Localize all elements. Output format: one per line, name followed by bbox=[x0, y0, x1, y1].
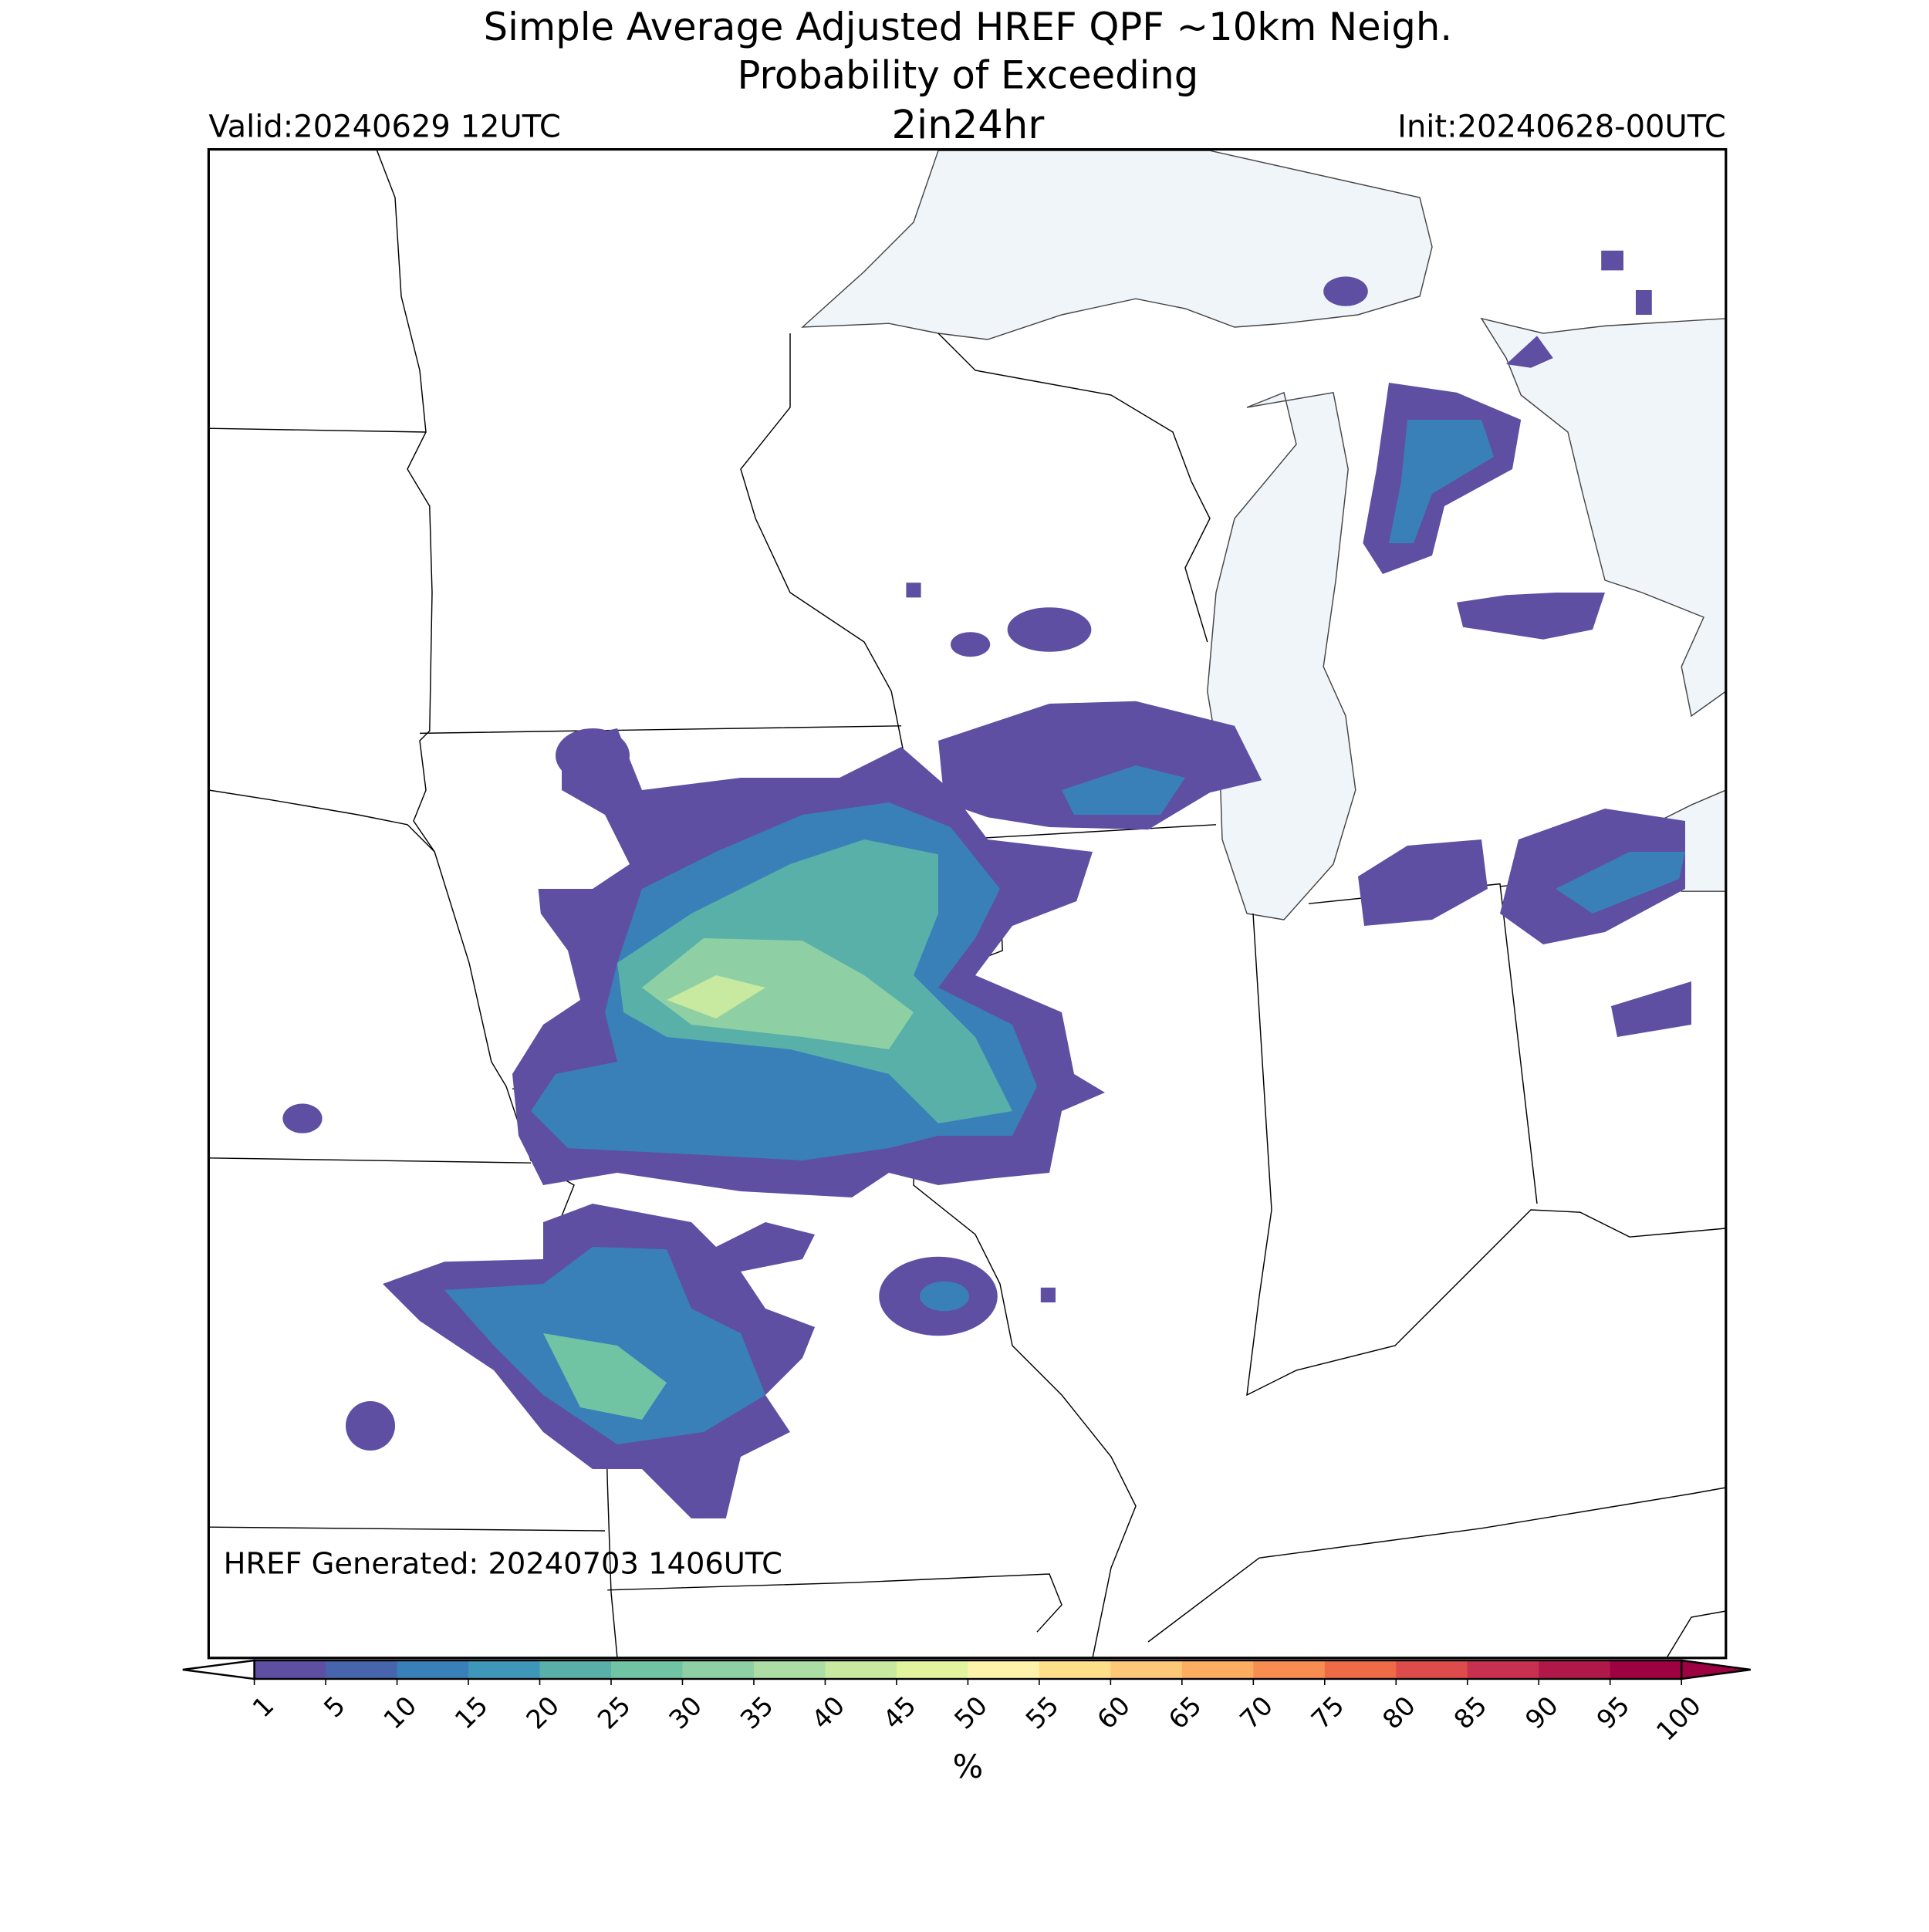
colorbar-bin bbox=[611, 1660, 684, 1679]
subtitle: Probability of Exceeding bbox=[738, 52, 1199, 97]
colorbar-bin bbox=[1039, 1660, 1112, 1679]
colorbar-tick-label: 80 bbox=[1377, 1690, 1421, 1735]
colorbar-tick-label: 40 bbox=[806, 1690, 850, 1735]
colorbar-label: % bbox=[953, 1748, 984, 1785]
map-frame bbox=[207, 148, 1728, 1660]
colorbar-bin bbox=[753, 1660, 826, 1679]
map bbox=[208, 149, 1726, 1658]
borders bbox=[208, 149, 1726, 1658]
colorbar: 1 5 10 15 20 25 30 35 40 45 50 55 60 65 70 75 80 85 90 95 10… bbox=[182, 1659, 1751, 1747]
valid-time: Valid:20240629 12UTC bbox=[208, 109, 560, 144]
colorbar-bin bbox=[539, 1660, 612, 1679]
colorbar-tick-label: 100 bbox=[1650, 1690, 1707, 1747]
init-time: Init:20240628-00UTC bbox=[1397, 109, 1726, 144]
colorbar-tick-label: 1 bbox=[247, 1690, 280, 1724]
colorbar-bin bbox=[468, 1660, 541, 1679]
colorbar-bin bbox=[397, 1660, 469, 1679]
colorbar-tick-label: 70 bbox=[1234, 1690, 1279, 1735]
colorbar-tick-label: 20 bbox=[521, 1690, 566, 1735]
colorbar-over bbox=[1681, 1659, 1751, 1680]
colorbar-tick-label: 30 bbox=[663, 1690, 708, 1735]
colorbar-tick-label: 50 bbox=[948, 1690, 993, 1735]
colorbar-under bbox=[182, 1659, 255, 1680]
colorbar-bin bbox=[1110, 1660, 1183, 1679]
colorbar-tick-label: 45 bbox=[877, 1690, 922, 1735]
colorbar-bin bbox=[1467, 1660, 1540, 1679]
colorbar-bin bbox=[1396, 1660, 1468, 1679]
colorbar-tick-label: 10 bbox=[378, 1690, 423, 1735]
colorbar-bin bbox=[825, 1660, 897, 1679]
probability-field bbox=[282, 250, 1691, 1518]
generated-time: HREF Generated: 20240703 1406UTC bbox=[224, 1546, 782, 1581]
colorbar-tick-label: 85 bbox=[1448, 1690, 1493, 1735]
colorbar-tick-label: 75 bbox=[1306, 1690, 1350, 1735]
colorbar-bin bbox=[326, 1660, 398, 1679]
colorbar-tick-label: 35 bbox=[735, 1690, 779, 1735]
title: Simple Average Adjusted HREF QPF ~10km N… bbox=[484, 5, 1452, 49]
colorbar-bin bbox=[896, 1660, 969, 1679]
colorbar-tick-label: 15 bbox=[449, 1690, 494, 1735]
colorbar-bin bbox=[254, 1660, 326, 1679]
threshold: 2in24hr bbox=[891, 102, 1045, 148]
colorbar-tick-label: 5 bbox=[318, 1690, 351, 1724]
colorbar-bin bbox=[682, 1660, 755, 1679]
colorbar-tick-label: 65 bbox=[1163, 1690, 1208, 1735]
colorbar-bin bbox=[968, 1660, 1040, 1679]
colorbar-bin bbox=[1539, 1660, 1611, 1679]
colorbar-bin bbox=[1181, 1660, 1255, 1679]
colorbar-bin bbox=[1253, 1660, 1326, 1679]
colorbar-tick-label: 25 bbox=[592, 1690, 637, 1735]
colorbar-tick-label: 90 bbox=[1519, 1690, 1564, 1735]
colorbar-bin bbox=[1324, 1660, 1397, 1679]
colorbar-tick-label: 60 bbox=[1091, 1690, 1136, 1735]
colorbar-tick-label: 55 bbox=[1020, 1690, 1065, 1735]
colorbar-bin bbox=[1610, 1660, 1682, 1679]
colorbar-tick-label: 95 bbox=[1591, 1690, 1636, 1735]
